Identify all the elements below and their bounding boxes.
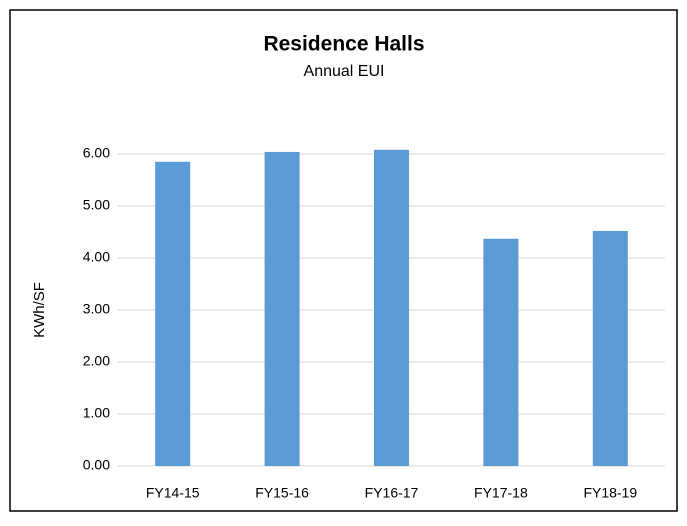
chart-title: Residence Halls [263, 33, 424, 56]
bar [373, 149, 410, 466]
bar [483, 238, 519, 466]
y-tick-label: 4.00 [83, 249, 110, 265]
bar [592, 230, 628, 466]
chart-subtitle: Annual EUI [304, 63, 385, 80]
bar [264, 151, 300, 467]
y-tick-label: 3.00 [83, 301, 110, 317]
x-tick-label: FY16-17 [365, 485, 419, 501]
y-tick-label: 2.00 [83, 353, 110, 369]
y-tick-label: 5.00 [83, 197, 110, 213]
x-tick-label: FY15-16 [255, 485, 309, 501]
y-tick-label: 6.00 [83, 145, 110, 161]
x-tick-label: FY18-19 [583, 485, 637, 501]
bar [155, 161, 191, 467]
x-tick-label: FY14-15 [146, 485, 200, 501]
chart-frame [9, 9, 678, 512]
x-tick-label: FY17-18 [474, 485, 528, 501]
y-tick-label: 1.00 [83, 405, 110, 421]
y-tick-label: 0.00 [83, 457, 110, 473]
y-axis-label: KWh/SF [31, 282, 48, 338]
